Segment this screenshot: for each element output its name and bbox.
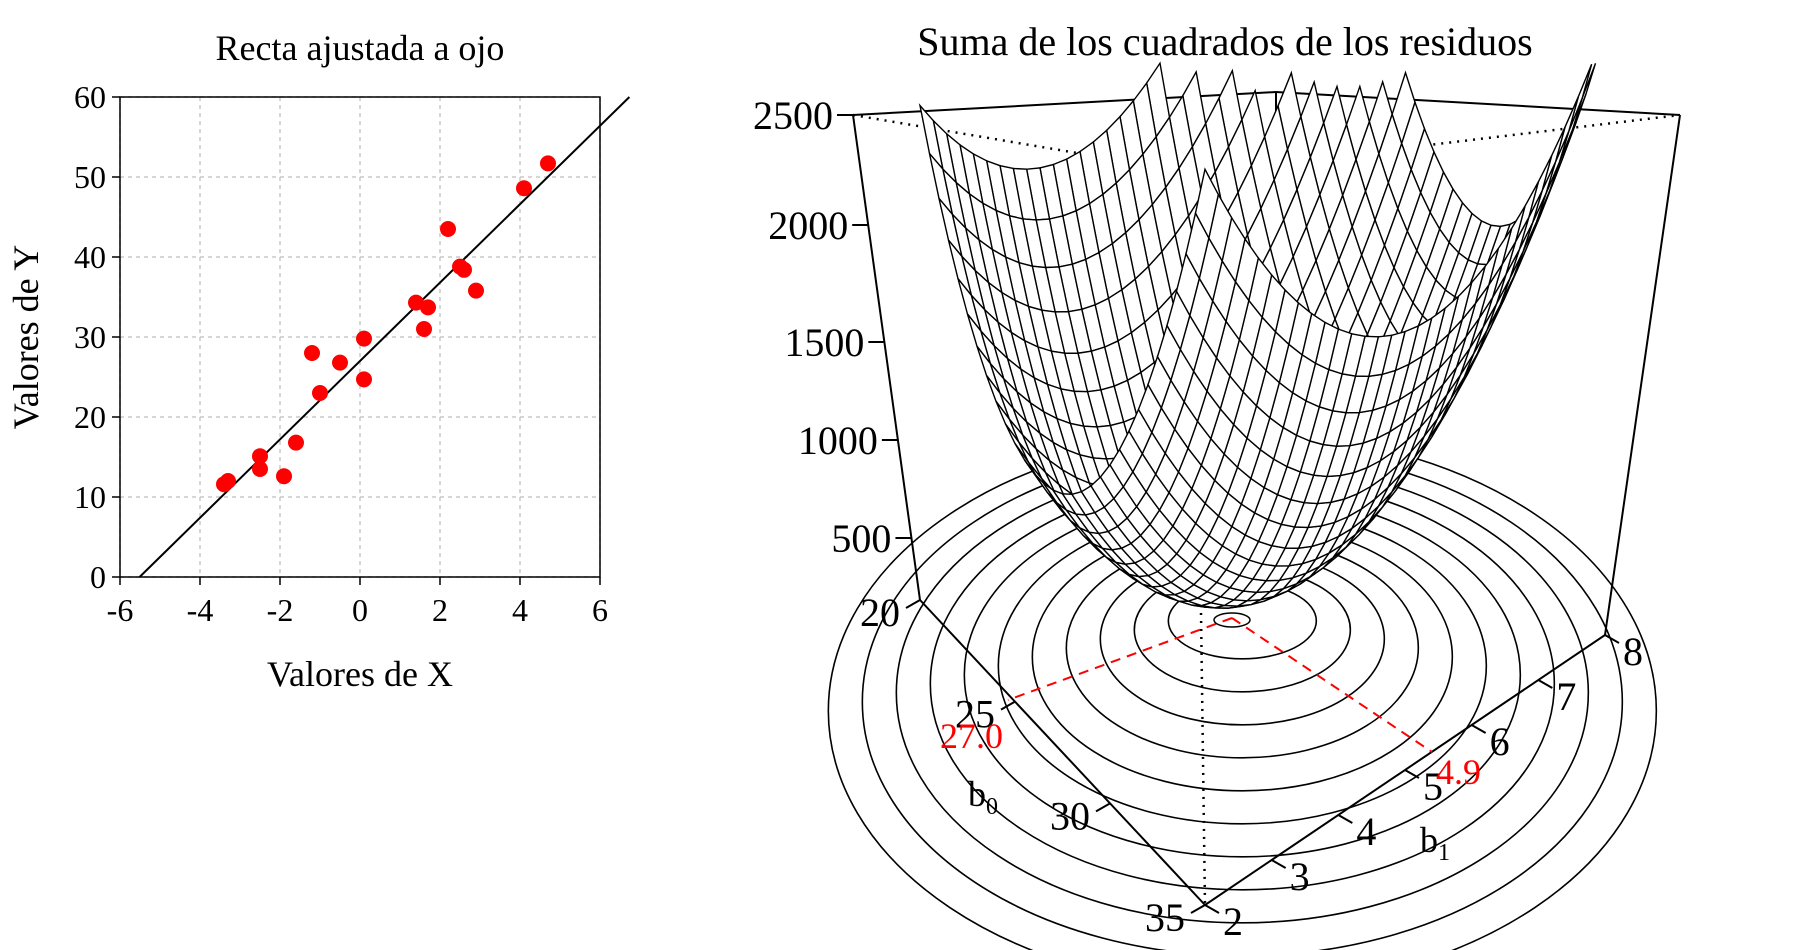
scatter-y-label: Valores de Y bbox=[6, 245, 46, 430]
surface-mesh bbox=[918, 61, 1597, 609]
data-point bbox=[276, 468, 292, 485]
z-tick-label: 1000 bbox=[798, 418, 878, 463]
x-tick-label: -6 bbox=[107, 592, 134, 628]
surface-cell bbox=[1554, 96, 1580, 163]
x-tick-label: 0 bbox=[352, 592, 368, 628]
z-tick-label: 500 bbox=[831, 516, 891, 561]
min-contour bbox=[1213, 612, 1251, 628]
b0-tick-label: 20 bbox=[860, 590, 900, 635]
data-point bbox=[456, 261, 472, 278]
data-point bbox=[332, 354, 348, 371]
b0-tick-label: 30 bbox=[1050, 793, 1090, 838]
data-point bbox=[416, 321, 432, 337]
data-point bbox=[220, 473, 236, 489]
scatter-title: Recta ajustada a ojo bbox=[216, 28, 505, 68]
fit-line bbox=[138, 96, 631, 578]
b1-tick-label: 2 bbox=[1223, 899, 1243, 944]
data-point bbox=[516, 180, 532, 197]
min-b1-label: 4.9 bbox=[1436, 752, 1481, 792]
data-point bbox=[288, 434, 304, 451]
b1-tick-mark bbox=[1471, 724, 1487, 734]
data-point bbox=[356, 330, 372, 347]
z-axis-ticks: 500 1000 1500 2000 2500 bbox=[753, 93, 912, 561]
b0-tick-mark bbox=[1000, 700, 1016, 711]
z-tick-label: 2500 bbox=[753, 93, 833, 138]
data-point bbox=[252, 448, 268, 465]
b0-axis-label: b0 bbox=[968, 774, 998, 820]
y-tick-label: 20 bbox=[74, 399, 106, 435]
surface-cell bbox=[1194, 167, 1220, 241]
y-tick-label: 40 bbox=[74, 239, 106, 275]
b1-tick-label: 6 bbox=[1490, 719, 1510, 764]
surface-panel: Suma de los cuadrados de los residuos 50… bbox=[753, 19, 1681, 950]
minimum-marker: 27.0 4.9 bbox=[940, 612, 1481, 792]
b1-tick-mark bbox=[1204, 904, 1220, 914]
surface-title: Suma de los cuadrados de los residuos bbox=[917, 19, 1532, 64]
b1-tick-label: 8 bbox=[1623, 629, 1643, 674]
min-b0-label: 27.0 bbox=[940, 716, 1003, 756]
min-line-b0 bbox=[1007, 617, 1233, 701]
x-tick-label: -2 bbox=[267, 592, 294, 628]
min-line-b1 bbox=[1231, 617, 1433, 753]
scatter-x-ticks: -6 -4 -2 0 2 4 6 bbox=[107, 577, 608, 628]
b0-tick-mark bbox=[905, 599, 921, 609]
scatter-panel: Recta ajustada a ojo -6 -4 -2 0 2 4 6 0 10 20 30 4… bbox=[6, 28, 631, 694]
b1-axis-label: b1 bbox=[1420, 820, 1450, 866]
b1-tick-mark bbox=[1604, 634, 1620, 644]
data-point bbox=[304, 345, 320, 361]
b1-tick-mark bbox=[1537, 679, 1553, 689]
x-tick-label: -4 bbox=[187, 592, 214, 628]
b1-tick-label: 3 bbox=[1290, 854, 1310, 899]
x-tick-label: 2 bbox=[432, 592, 448, 628]
scatter-x-label: Valores de X bbox=[267, 654, 453, 694]
z-tick-label: 2000 bbox=[768, 203, 848, 248]
y-tick-label: 50 bbox=[74, 159, 106, 195]
box-right-vertical-edge bbox=[1604, 114, 1681, 636]
b1-tick-label: 4 bbox=[1356, 809, 1376, 854]
box-top-back-right-edge bbox=[1275, 91, 1681, 116]
b1-axis-ticks: 2 3 4 5 6 7 8 bbox=[1204, 629, 1643, 944]
data-point bbox=[468, 282, 484, 299]
y-tick-label: 0 bbox=[90, 559, 106, 595]
b1-tick-mark bbox=[1337, 814, 1353, 824]
data-point bbox=[440, 221, 456, 237]
y-tick-label: 10 bbox=[74, 479, 106, 515]
x-tick-label: 6 bbox=[592, 592, 608, 628]
scatter-y-ticks: 0 10 20 30 40 50 60 bbox=[74, 79, 120, 595]
b0-axis-ticks: 20 25 30 35 bbox=[860, 590, 1206, 940]
data-point bbox=[540, 155, 556, 172]
box-left-vertical-edge bbox=[852, 114, 921, 601]
data-point bbox=[408, 294, 424, 311]
b0-tick-label: 35 bbox=[1145, 895, 1185, 940]
b0-tick-mark bbox=[1190, 904, 1206, 914]
y-tick-label: 60 bbox=[74, 79, 106, 115]
x-tick-label: 4 bbox=[512, 592, 528, 628]
y-tick-label: 30 bbox=[74, 319, 106, 355]
b0-tick-label: 25 bbox=[955, 692, 995, 737]
scatter-points bbox=[216, 155, 556, 493]
b1-tick-mark bbox=[1404, 769, 1420, 779]
b0-tick-mark bbox=[1095, 802, 1111, 813]
b1-tick-mark bbox=[1271, 859, 1287, 869]
b1-tick-label: 7 bbox=[1556, 674, 1576, 719]
b1-tick-label: 5 bbox=[1423, 764, 1443, 809]
z-tick-label: 1500 bbox=[784, 320, 864, 365]
data-point bbox=[312, 385, 328, 401]
data-point bbox=[252, 461, 268, 477]
data-point bbox=[356, 371, 372, 388]
data-point bbox=[420, 299, 436, 316]
